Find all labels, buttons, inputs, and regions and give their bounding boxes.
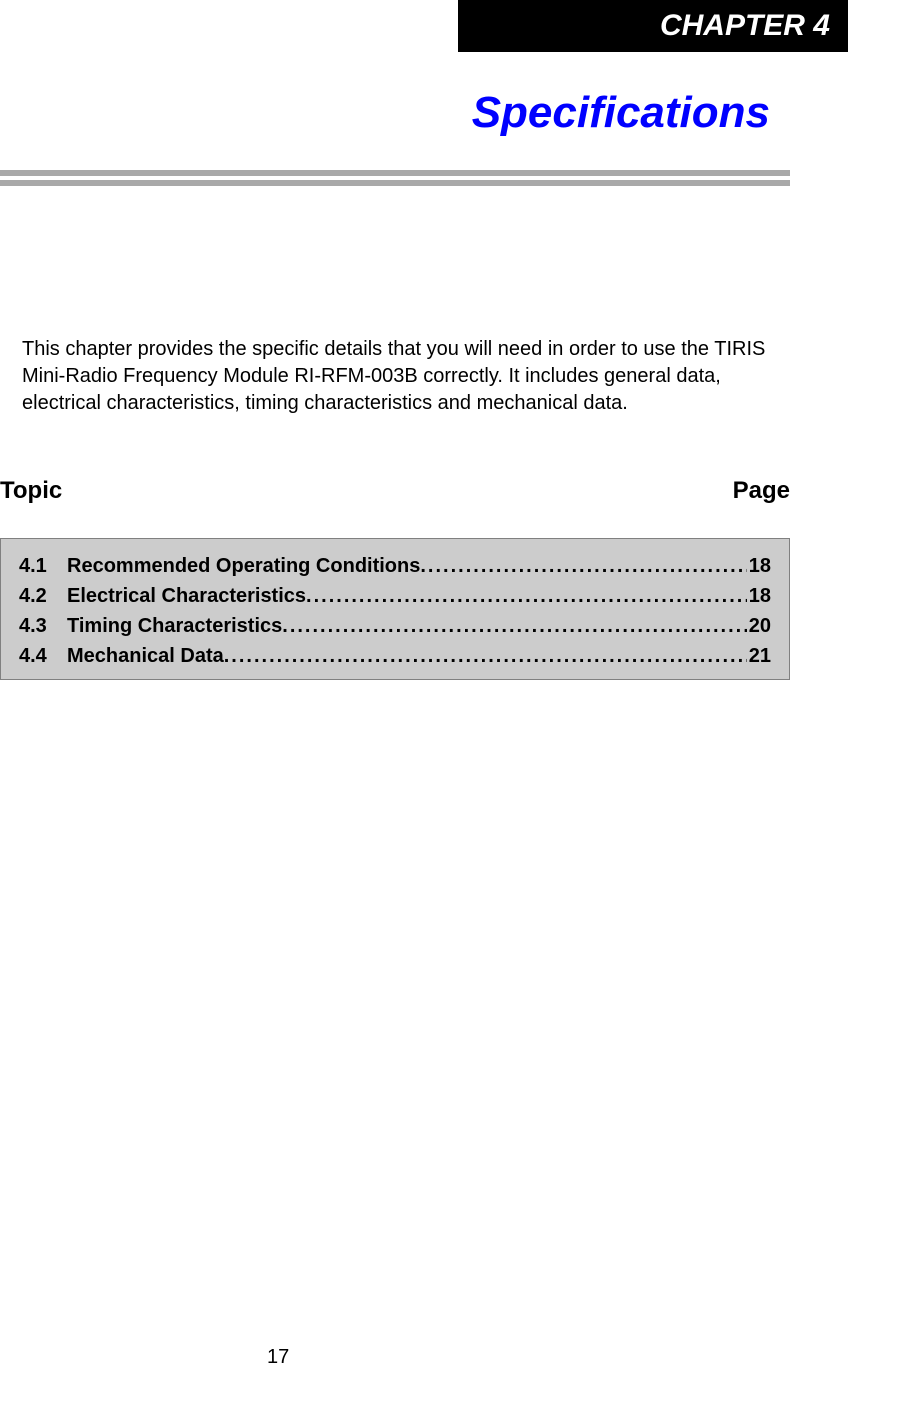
toc-row: 4.3 Timing Characteristics .............… <box>19 611 771 641</box>
toc-dots: ........................................… <box>224 641 747 671</box>
toc-title: Recommended Operating Conditions <box>67 551 420 581</box>
intro-paragraph: This chapter provides the specific detai… <box>22 336 802 417</box>
toc-num: 4.4 <box>19 641 67 671</box>
toc-dots: ........................................… <box>420 551 746 581</box>
divider-line-1 <box>0 170 790 176</box>
toc-box: 4.1 Recommended Operating Conditions ...… <box>0 538 790 680</box>
toc-dots: ........................................… <box>282 611 746 641</box>
toc-num: 4.2 <box>19 581 67 611</box>
divider-group <box>0 170 790 190</box>
toc-row: 4.2 Electrical Characteristics .........… <box>19 581 771 611</box>
toc-num: 4.1 <box>19 551 67 581</box>
chapter-banner: CHAPTER 4 <box>458 0 848 52</box>
toc-title: Electrical Characteristics <box>67 581 306 611</box>
chapter-title: Specifications <box>472 88 770 138</box>
toc-num: 4.3 <box>19 611 67 641</box>
toc-page: 20 <box>747 611 771 641</box>
toc-title: Timing Characteristics <box>67 611 282 641</box>
toc-page: 18 <box>747 551 771 581</box>
toc-title: Mechanical Data <box>67 641 224 671</box>
toc-header-right: Page <box>733 477 790 505</box>
toc-header-left: Topic <box>0 477 62 505</box>
toc-page: 18 <box>747 581 771 611</box>
page-number: 17 <box>267 1346 289 1369</box>
toc-row: 4.4 Mechanical Data ....................… <box>19 641 771 671</box>
toc-row: 4.1 Recommended Operating Conditions ...… <box>19 551 771 581</box>
toc-header: Topic Page <box>0 477 790 505</box>
toc-dots: ........................................… <box>306 581 747 611</box>
divider-line-2 <box>0 180 790 186</box>
toc-page: 21 <box>747 641 771 671</box>
chapter-banner-text: CHAPTER 4 <box>660 9 830 43</box>
